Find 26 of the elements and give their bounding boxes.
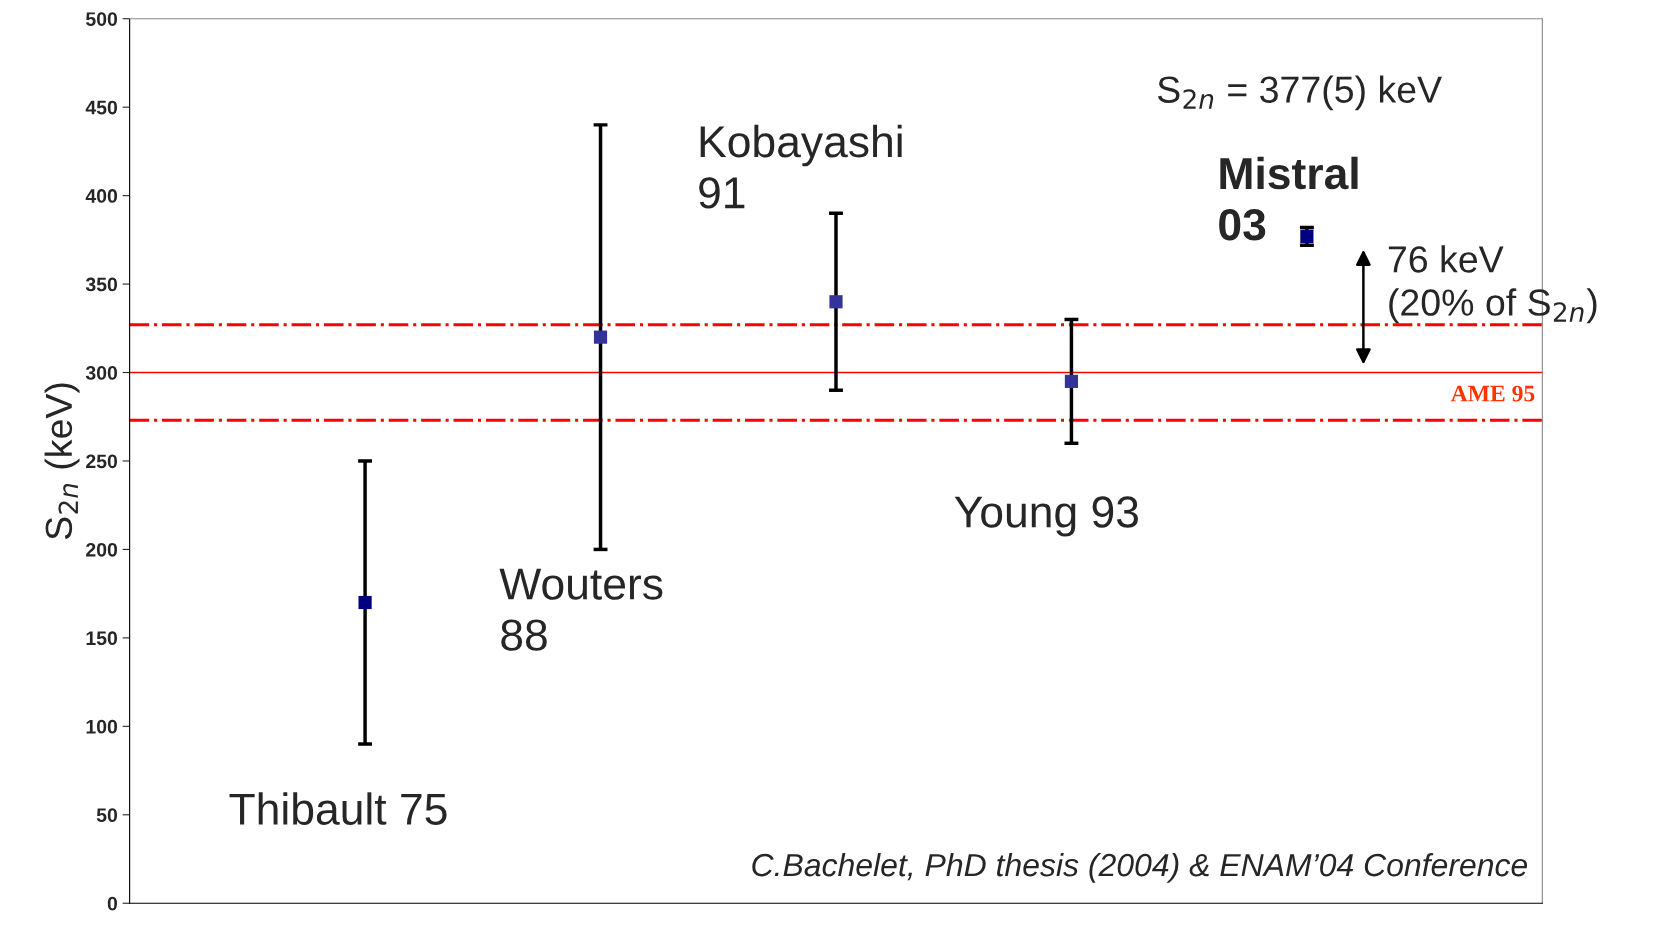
point: [358, 595, 372, 610]
annotation: Mistral 03: [1219, 156, 1358, 241]
annotation: S$_{2n}$ = 377(5) keV: [1157, 75, 1442, 111]
y-tick-label: 150: [86, 631, 118, 646]
y-tick-label: 200: [86, 542, 118, 557]
annotation: Kobayashi 91: [699, 124, 902, 209]
annotation: Wouters 88: [499, 568, 663, 651]
y-tick-label: 350: [85, 277, 118, 292]
annotation: 76 keV (20% of S$_{2n}$): [1388, 245, 1597, 324]
y-tick-label: 400: [85, 189, 118, 203]
y-tick-label: 450: [85, 100, 118, 115]
y-tick-label: 0: [107, 896, 118, 911]
ref-line-label: AME 95: [1450, 385, 1535, 402]
y-tick-label: 50: [96, 808, 118, 823]
annotation: Thibault 75: [229, 792, 447, 825]
annotation: C.Bachelet, PhD thesis (2004) & ENAM’04 Conference: [752, 852, 1528, 883]
y-tick-label: 300: [85, 366, 118, 380]
y-tick-label: 100: [86, 719, 118, 734]
y-tick-label: 250: [86, 454, 118, 469]
annotation: Young 93: [954, 496, 1138, 537]
point: [829, 295, 843, 309]
y-axis-title: S$_{2n}$ (keV): [44, 383, 80, 540]
y-tick-label: 500: [85, 12, 118, 26]
point: [1064, 374, 1079, 388]
point: [593, 330, 608, 344]
point: [1300, 229, 1314, 243]
